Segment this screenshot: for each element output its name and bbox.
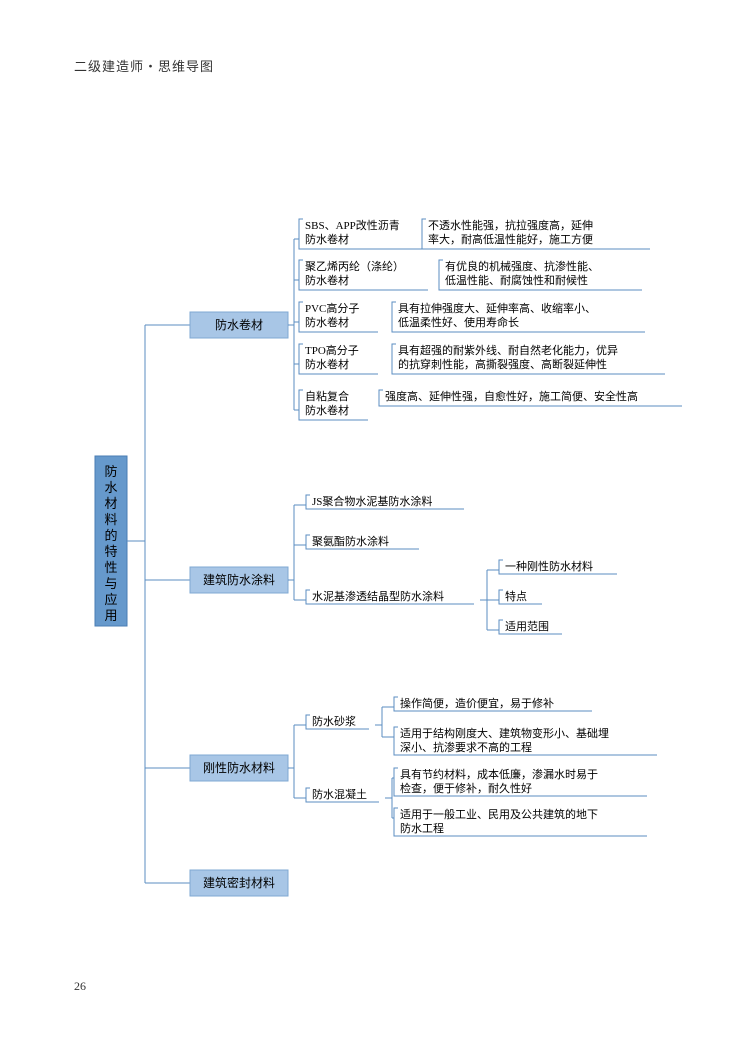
leaf-name: PVC高分子 (305, 301, 359, 315)
root-label: 水 (104, 480, 117, 495)
leaf-label: 防水混凝土 (312, 787, 367, 801)
leaf-desc: 低温性能、耐腐蚀性和耐候性 (445, 273, 588, 287)
leaf-desc: 具有超强的耐紫外线、耐自然老化能力，优异 (398, 343, 618, 357)
root-label: 材 (104, 496, 117, 511)
leaf-desc: 强度高、延伸性强，自愈性好，施工简便、安全性高 (385, 389, 638, 403)
leaf-sublabel: 具有节约材料，成本低廉，渗漏水时易于 (400, 767, 598, 781)
leaf-desc: 不透水性能强，抗拉强度高，延伸 (428, 218, 593, 232)
root-label: 料 (104, 512, 117, 527)
leaf-name: SBS、APP改性沥青 (305, 218, 400, 232)
mindmap-svg: 防水材料的特性与应用 防水卷材建筑防水涂料刚性防水材料建筑密封材料 SBS、APP改… (0, 0, 743, 1052)
leaf-desc: 低温柔性好、使用寿命长 (398, 315, 519, 329)
leaf-label: 水泥基渗透结晶型防水涂料 (312, 589, 444, 603)
leaf-desc: 的抗穿刺性能，高撕裂强度、高断裂延伸性 (398, 357, 607, 371)
leaf-sublabel: 适用范围 (505, 619, 549, 633)
root-label: 用 (104, 608, 117, 623)
leaf-sublabel: 特点 (505, 589, 527, 603)
leaf-desc: 率大，耐高低温性能好，施工方便 (428, 232, 593, 246)
leaf-desc: 具有拉伸强度大、延伸率高、收缩率小、 (398, 301, 596, 315)
leaf-name: TPO高分子 (305, 343, 359, 357)
leaf-sublabel: 适用于结构刚度大、建筑物变形小、基础埋 (400, 726, 609, 740)
leaf-name: 聚乙烯丙纶（涤纶） (305, 259, 404, 273)
leaf-name: 防水卷材 (305, 232, 349, 246)
leaf-sublabel: 一种刚性防水材料 (505, 559, 593, 573)
leaf-name: 防水卷材 (305, 273, 349, 287)
leaf-name: 自粘复合 (305, 389, 349, 403)
leaf-label: 防水砂浆 (312, 714, 356, 728)
leaf-desc: 有优良的机械强度、抗渗性能、 (445, 259, 599, 273)
leaf-name: 防水卷材 (305, 403, 349, 417)
leaf-sublabel: 操作简便，造价便宜，易于修补 (400, 696, 554, 710)
root-label: 的 (104, 528, 117, 543)
category-label: 建筑防水涂料 (203, 572, 275, 587)
leaf-sublabel: 深小、抗渗要求不高的工程 (400, 740, 532, 754)
leaf-label: JS聚合物水泥基防水涂料 (312, 494, 432, 508)
leaf-sublabel: 防水工程 (400, 821, 444, 835)
root-label: 性 (104, 560, 117, 575)
root-label: 与 (104, 576, 117, 591)
root-label: 应 (104, 592, 117, 607)
category-label: 防水卷材 (215, 317, 263, 332)
category-label: 刚性防水材料 (203, 760, 275, 775)
leaf-sublabel: 适用于一般工业、民用及公共建筑的地下 (400, 807, 598, 821)
category-label: 建筑密封材料 (203, 875, 275, 890)
leaf-label: 聚氨酯防水涂料 (312, 534, 389, 548)
leaf-name: 防水卷材 (305, 315, 349, 329)
root-label: 特 (104, 544, 117, 559)
root-label: 防 (104, 464, 117, 479)
leaf-sublabel: 检查，便于修补，耐久性好 (400, 781, 532, 795)
leaf-name: 防水卷材 (305, 357, 349, 371)
